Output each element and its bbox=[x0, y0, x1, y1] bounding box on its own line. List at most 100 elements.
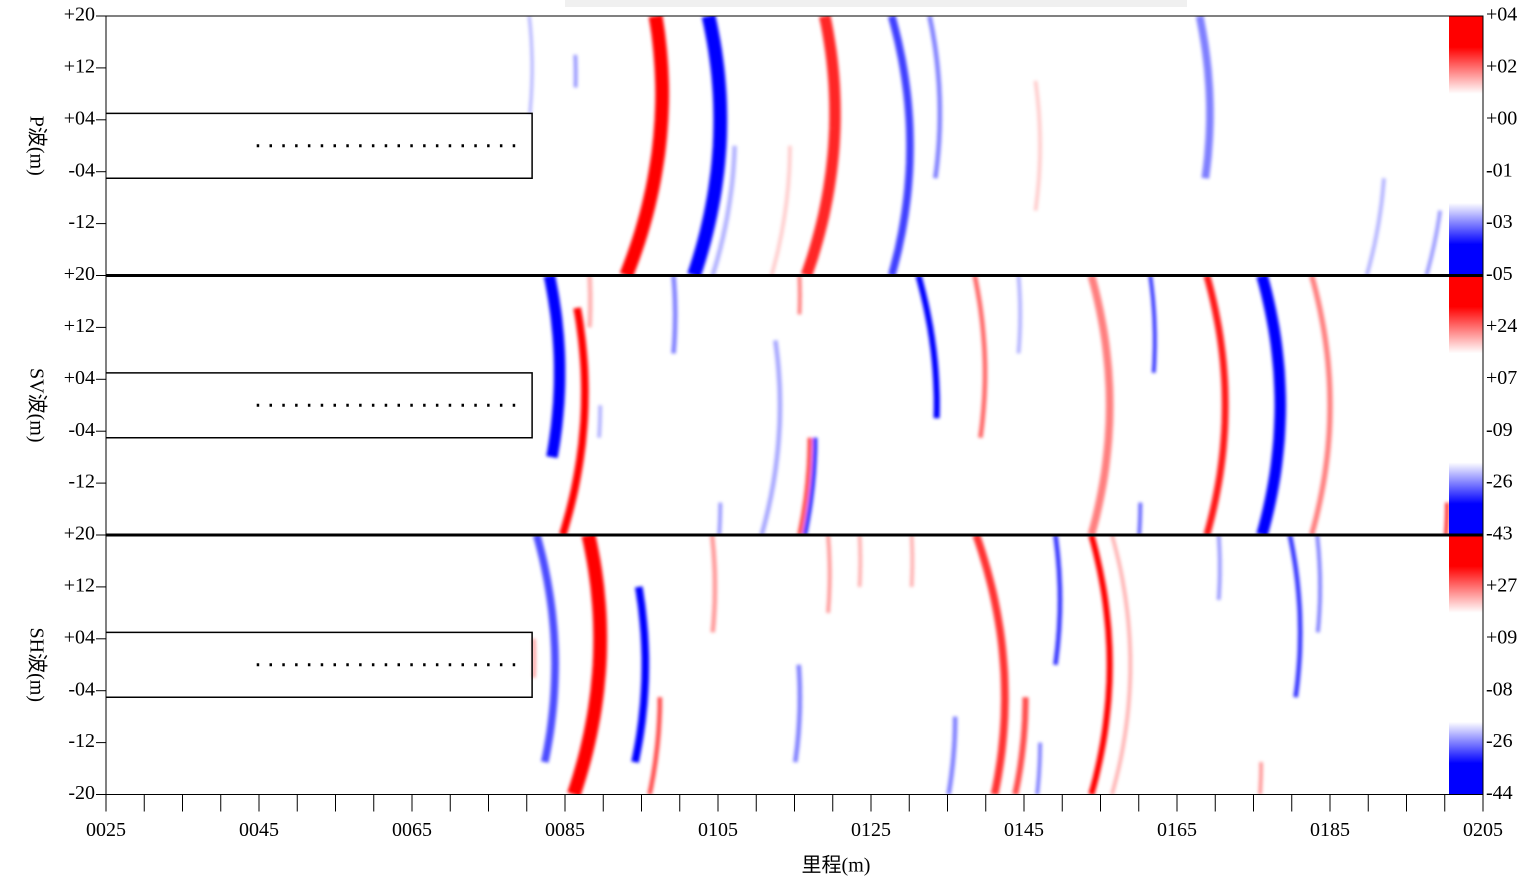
wave-event bbox=[972, 535, 1009, 795]
wave-event bbox=[927, 16, 943, 179]
wave-event bbox=[1148, 275, 1157, 373]
wave-event bbox=[802, 437, 818, 535]
y-tick-label: +12 bbox=[64, 315, 95, 337]
colorbar-label: +02 bbox=[1486, 55, 1517, 77]
wave-event bbox=[533, 535, 559, 763]
x-tick-label: 0165 bbox=[1157, 819, 1197, 841]
wave-event bbox=[687, 16, 728, 276]
x-tick-label: 0185 bbox=[1310, 819, 1350, 841]
colorbar-label: +24 bbox=[1486, 315, 1517, 337]
x-tick-label: 0045 bbox=[239, 819, 279, 841]
wave-event bbox=[671, 275, 678, 354]
colorbar-label: -03 bbox=[1486, 211, 1513, 233]
x-axis-label: 里程(m) bbox=[802, 854, 871, 877]
wave-event bbox=[527, 16, 534, 114]
colorbar-label: +09 bbox=[1486, 626, 1517, 648]
tunnel bbox=[106, 631, 533, 698]
y-axis-label: P波(m) bbox=[25, 116, 48, 176]
wave-event bbox=[710, 145, 737, 276]
colorbar-label: -09 bbox=[1486, 419, 1513, 441]
panel-frame bbox=[105, 15, 1484, 276]
wave-event bbox=[597, 405, 603, 438]
wave-event bbox=[857, 535, 863, 588]
wave-event bbox=[559, 307, 589, 535]
x-tick-label: 0105 bbox=[698, 819, 738, 841]
wave-event bbox=[647, 697, 663, 795]
y-tick-label: +04 bbox=[64, 107, 95, 129]
wave-event bbox=[1256, 275, 1287, 535]
x-tick-label: 0145 bbox=[1004, 819, 1044, 841]
wave-event bbox=[1258, 761, 1264, 795]
wave-event bbox=[631, 586, 650, 763]
y-tick-label: +20 bbox=[64, 263, 95, 285]
colorbar-label: -26 bbox=[1486, 471, 1513, 493]
y-tick-label: +04 bbox=[64, 626, 95, 648]
wave-event bbox=[800, 16, 841, 276]
colorbar-label: -26 bbox=[1486, 730, 1513, 752]
wave-event bbox=[793, 664, 803, 763]
wave-event bbox=[759, 340, 783, 535]
wave-event bbox=[1364, 178, 1386, 276]
y-tick-label: -04 bbox=[68, 159, 95, 181]
wave-event bbox=[587, 275, 593, 328]
wave-event bbox=[1087, 275, 1114, 535]
wave-event bbox=[1287, 535, 1303, 698]
x-tick-label: 0085 bbox=[545, 819, 585, 841]
x-tick-label: 0205 bbox=[1463, 819, 1503, 841]
y-tick-label: -12 bbox=[68, 211, 95, 233]
wave-event bbox=[972, 275, 988, 438]
y-tick-label: -04 bbox=[68, 419, 95, 441]
wave-event bbox=[915, 275, 940, 419]
y-tick-label: -12 bbox=[68, 730, 95, 752]
wave-event bbox=[1424, 210, 1443, 276]
wave-event bbox=[1216, 535, 1222, 600]
y-tick-label: +12 bbox=[64, 55, 95, 77]
y-tick-label: +20 bbox=[64, 4, 95, 26]
tunnel bbox=[106, 112, 533, 179]
wave-event bbox=[1035, 742, 1043, 795]
wave-event bbox=[826, 535, 832, 614]
x-tick-label: 0125 bbox=[851, 819, 891, 841]
colorbar-label: -08 bbox=[1486, 678, 1513, 700]
colorbar bbox=[1449, 535, 1483, 795]
wavefield bbox=[543, 275, 1449, 535]
colorbar-label: +04 bbox=[1486, 4, 1517, 26]
wave-event bbox=[1195, 16, 1214, 179]
colorbar-label: +27 bbox=[1486, 574, 1517, 596]
wave-event bbox=[1033, 80, 1043, 211]
wave-event bbox=[909, 535, 915, 588]
top-bar bbox=[565, 0, 1187, 7]
wave-event bbox=[1309, 275, 1333, 535]
wave-event bbox=[567, 535, 608, 795]
y-axis-label: SH波(m) bbox=[25, 628, 48, 702]
x-tick-label: 0025 bbox=[86, 819, 126, 841]
colorbar bbox=[1449, 16, 1483, 276]
wave-event bbox=[888, 16, 914, 276]
wave-event bbox=[1137, 502, 1143, 535]
wave-event bbox=[1016, 275, 1023, 354]
tunnel bbox=[106, 372, 533, 439]
y-tick-label: -12 bbox=[68, 471, 95, 493]
wave-event bbox=[946, 716, 958, 795]
wave-event bbox=[717, 502, 723, 535]
wave-event bbox=[1012, 697, 1029, 795]
wave-event bbox=[1088, 535, 1113, 795]
wave-event bbox=[1315, 535, 1323, 633]
y-tick-label: +04 bbox=[64, 367, 95, 389]
colorbar-label: -43 bbox=[1486, 523, 1513, 545]
wavefield bbox=[532, 535, 1323, 795]
wave-event bbox=[709, 535, 718, 633]
y-tick-label: +20 bbox=[64, 523, 95, 545]
wave-event bbox=[769, 145, 792, 276]
wavefield bbox=[527, 16, 1443, 276]
wave-event bbox=[797, 437, 813, 535]
colorbar-label: -01 bbox=[1486, 159, 1513, 181]
wave-event bbox=[543, 275, 566, 459]
wave-event bbox=[797, 275, 802, 315]
y-tick-label: -20 bbox=[68, 782, 95, 804]
wave-event bbox=[619, 16, 670, 276]
y-axis-label: SV波(m) bbox=[25, 368, 48, 442]
colorbar-label: +07 bbox=[1486, 367, 1517, 389]
y-tick-label: -04 bbox=[68, 678, 95, 700]
